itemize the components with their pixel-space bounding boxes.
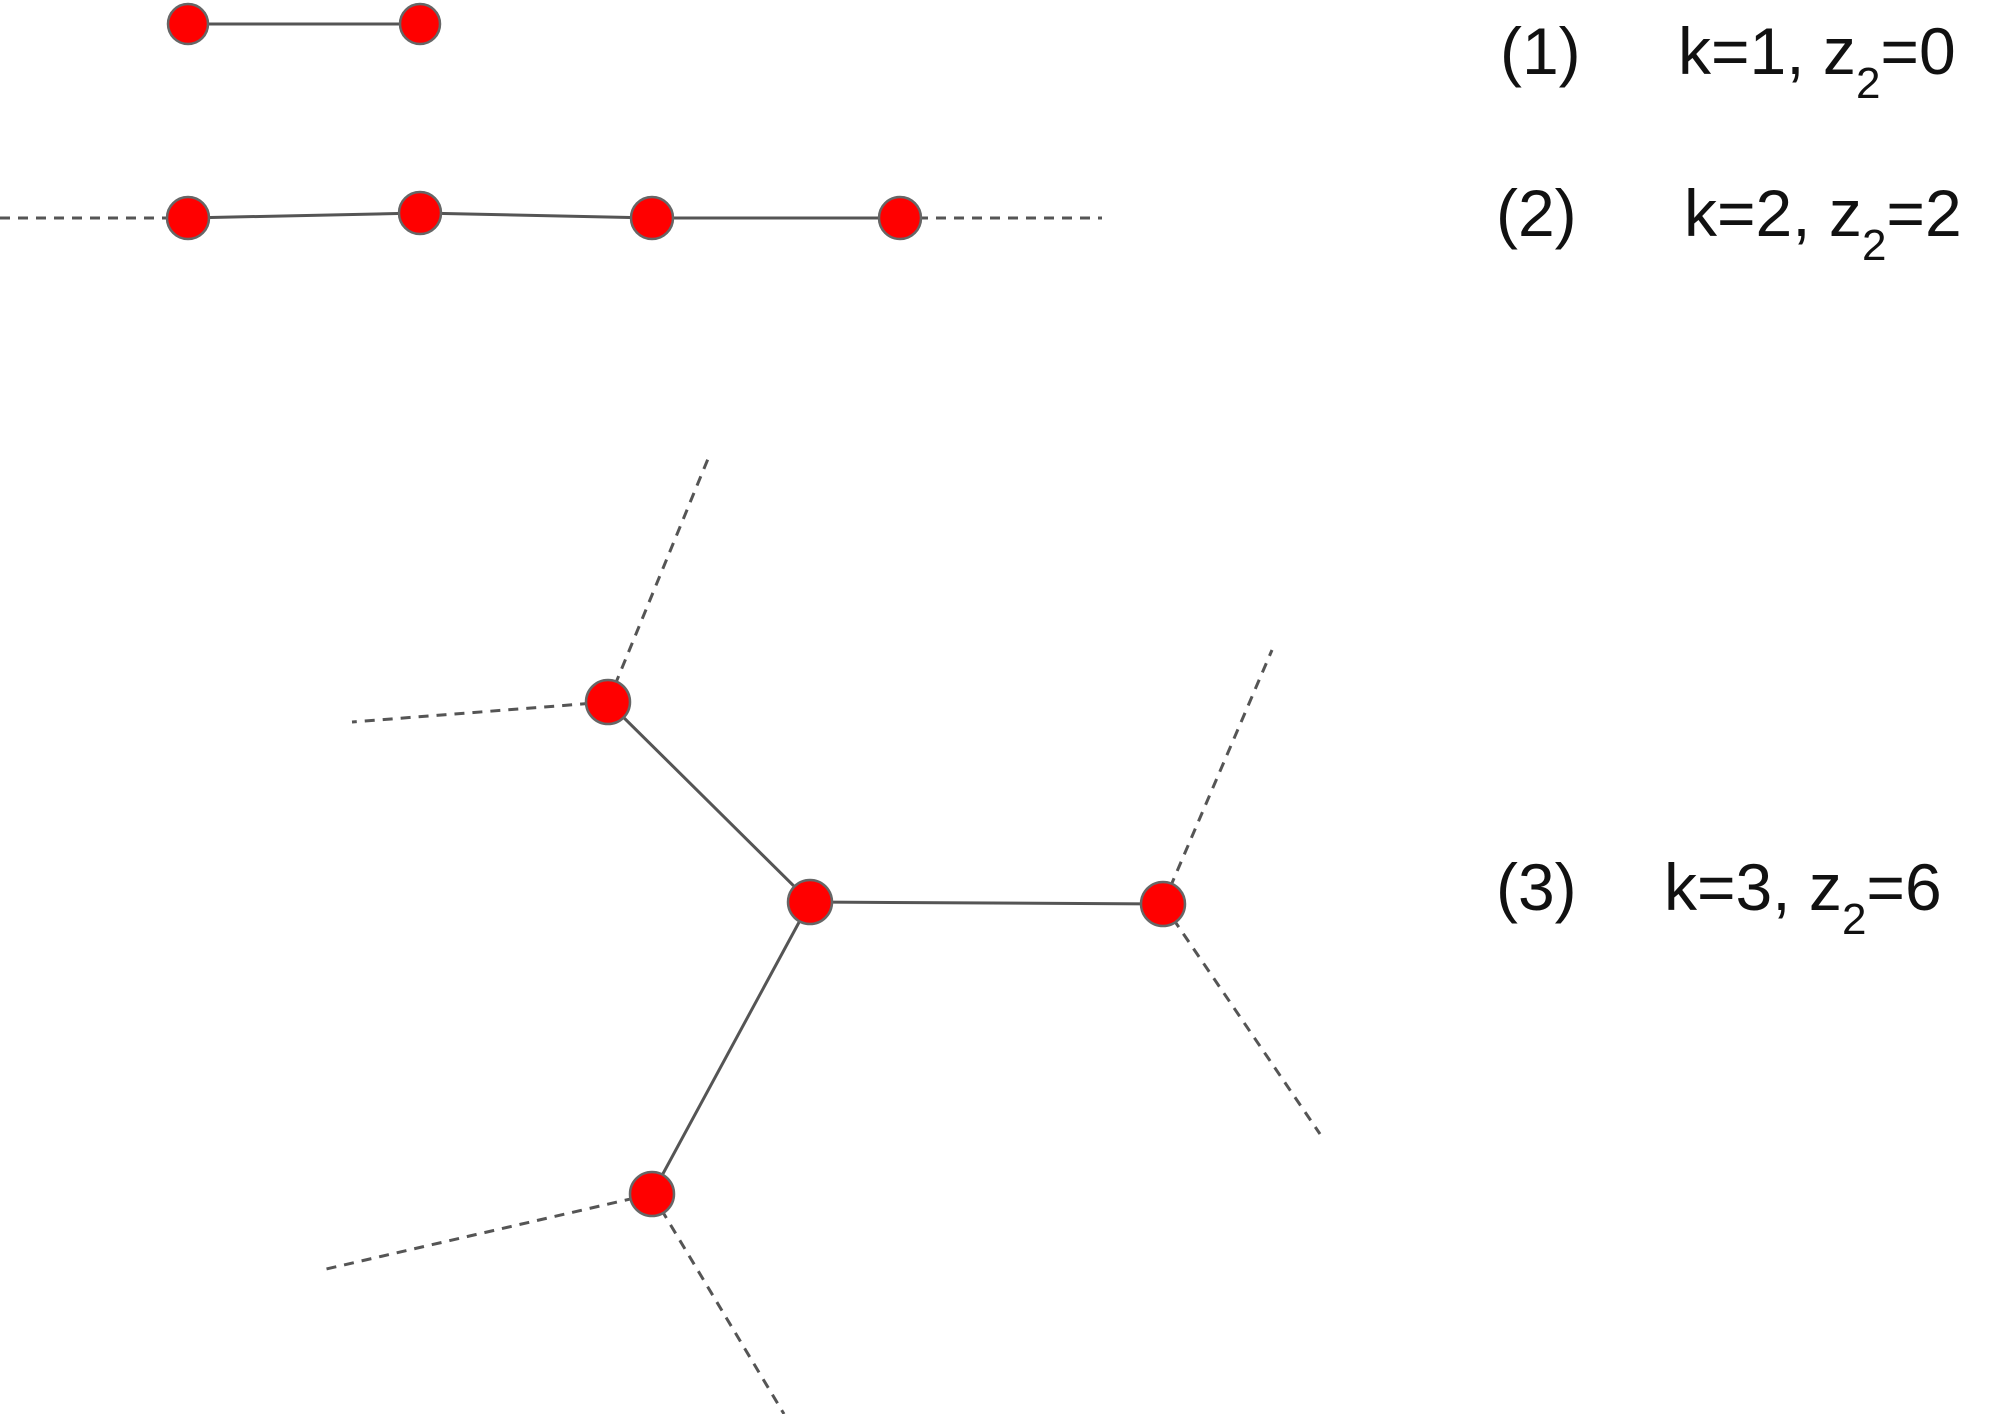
caption-1-value: =0 <box>1880 14 1955 88</box>
graph-3-node-center <box>786 878 834 926</box>
graph-3-edge-upper <box>606 700 812 904</box>
caption-1-index: (1) <box>1500 14 1581 88</box>
graph-3-node-right <box>1139 880 1187 928</box>
graph-3-edge-right <box>809 900 1164 906</box>
caption-1-subscript: 2 <box>1856 59 1880 108</box>
caption-3-k: k=3, z <box>1664 850 1842 924</box>
caption-1-formula: k=1, z2=0 <box>1678 14 1956 108</box>
caption-1: (1) k=1, z2=0 <box>1500 14 1956 108</box>
caption-2-subscript: 2 <box>1862 221 1886 270</box>
caption-3-formula: k=3, z2=6 <box>1664 850 1942 944</box>
graph-1-node-b <box>398 2 442 46</box>
graph-2-edge-2 <box>419 211 653 220</box>
caption-2-index: (2) <box>1496 176 1577 250</box>
graph-2-node-2 <box>397 190 443 236</box>
caption-2: (2) k=2, z2=2 <box>1496 176 1962 270</box>
graph-3-node-lower <box>628 1170 676 1218</box>
graph-2-node-4 <box>877 195 923 241</box>
graph-3-dashed-right-down <box>1161 903 1322 1135</box>
graph-3-dashed-upper-left <box>351 700 609 724</box>
caption-2-value: =2 <box>1886 176 1961 250</box>
graph-3-dashed-right-up <box>1161 649 1274 905</box>
graph-3 <box>321 453 1322 1414</box>
graph-3-edge-lower <box>650 901 812 1195</box>
graph-1 <box>166 2 442 46</box>
graph-2-node-3 <box>629 195 675 241</box>
caption-2-formula: k=2, z2=2 <box>1684 176 1962 270</box>
graph-3-node-upper <box>584 678 632 726</box>
graph-3-dashed-lower-down <box>650 1193 786 1414</box>
caption-3-index: (3) <box>1496 850 1577 924</box>
graph-2-edge-1 <box>187 211 421 220</box>
graph-2-node-1 <box>165 195 211 241</box>
graph-3-dashed-upper-up <box>606 453 712 703</box>
caption-3-subscript: 2 <box>1842 895 1866 944</box>
graph-2 <box>0 190 1102 241</box>
graph-1-node-a <box>166 2 210 46</box>
caption-3-value: =6 <box>1866 850 1941 924</box>
caption-1-k: k=1, z <box>1678 14 1856 88</box>
graph-3-dashed-lower-left <box>321 1192 653 1272</box>
caption-2-k: k=2, z <box>1684 176 1862 250</box>
caption-3: (3) k=3, z2=6 <box>1496 850 1942 944</box>
